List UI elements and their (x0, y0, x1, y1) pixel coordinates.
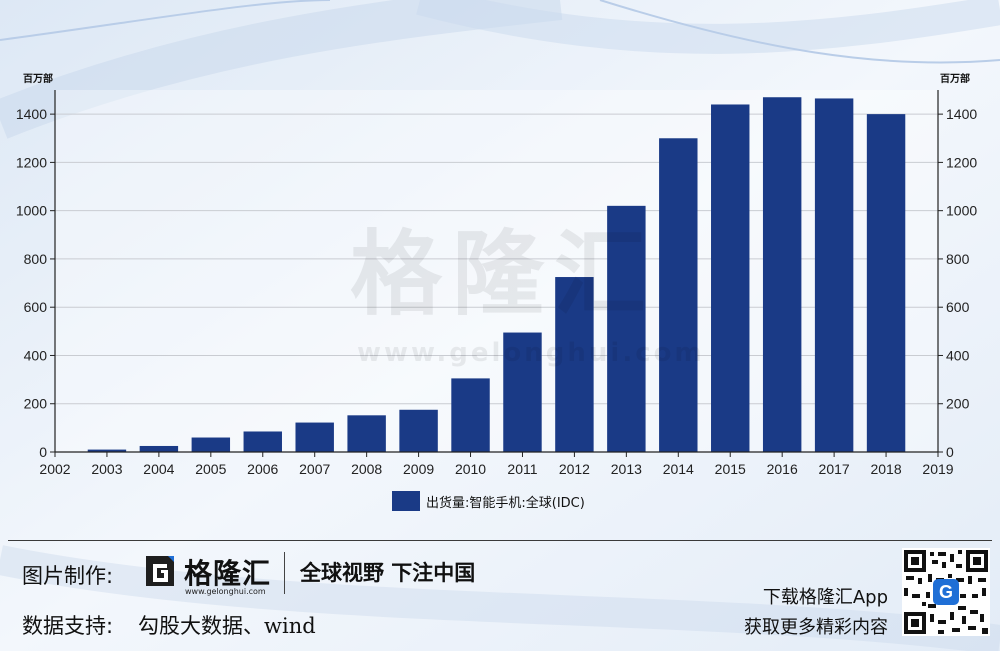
y-tick-label-left: 1200 (16, 154, 47, 170)
bar (762, 97, 802, 453)
x-tick-label: 2006 (247, 461, 278, 477)
y-tick-label-right: 400 (946, 347, 970, 363)
x-tick-label: 2009 (403, 461, 434, 477)
bar (295, 422, 334, 452)
qr-badge-letter: G (939, 582, 953, 602)
x-tick-label: 2011 (507, 461, 537, 477)
plot-background (55, 90, 938, 452)
bar (503, 332, 542, 452)
x-tick-label: 2014 (663, 461, 694, 477)
gelonghui-logo-icon (146, 556, 174, 586)
x-tick-label: 2003 (91, 461, 122, 477)
y-tick-label-left: 600 (24, 299, 48, 315)
y-unit-left: 百万部 (23, 72, 53, 85)
chart-area: 0 0 200 200 400 400 600 600 800 800 1000 1000 1200 12… (16, 72, 977, 511)
y-tick-label-left: 400 (24, 347, 48, 363)
y-tick-label-right: 1400 (946, 106, 977, 122)
bar (347, 415, 386, 452)
more-content-text: 获取更多精彩内容 (744, 617, 888, 638)
bar-chart: 0 0 200 200 400 400 600 600 800 800 1000 1000 1200 12… (16, 72, 977, 511)
y-tick-label-left: 0 (39, 444, 47, 460)
x-tick-label: 2002 (39, 461, 70, 477)
download-app-text: 下载格隆汇App (762, 587, 888, 608)
x-tick-label: 2017 (819, 461, 850, 477)
qr-code-icon[interactable]: G (902, 548, 990, 636)
y-tick-label-right: 800 (946, 251, 970, 267)
data-source: 勾股大数据、wind (138, 614, 316, 638)
bar (555, 277, 594, 452)
y-tick-label-left: 800 (24, 251, 48, 267)
x-tick-label: 2012 (559, 461, 590, 477)
y-unit-right: 百万部 (940, 72, 970, 85)
y-tick-label-left: 1000 (16, 203, 47, 219)
brand-url: www.gelonghui.com (185, 587, 266, 596)
bar (659, 138, 698, 452)
y-tick-label-right: 200 (946, 396, 970, 412)
footer-separator (284, 552, 285, 594)
brand-name: 格隆汇 (184, 557, 272, 590)
bar (711, 104, 750, 452)
bar (87, 449, 127, 452)
bar (243, 431, 282, 452)
x-tick-label: 2019 (922, 461, 953, 477)
x-tick-label: 2018 (870, 461, 901, 477)
y-tick-label-right: 0 (946, 444, 954, 460)
bar (191, 437, 231, 452)
bar (399, 409, 438, 452)
legend-swatch (392, 491, 420, 511)
legend-label: 出货量:智能手机:全球(IDC) (426, 495, 585, 511)
bar (866, 114, 906, 452)
bar (451, 378, 490, 452)
slogan: 全球视野 下注中国 (300, 561, 476, 585)
y-tick-label-right: 1000 (946, 203, 977, 219)
x-tick-label: 2013 (611, 461, 642, 477)
x-tick-label: 2016 (767, 461, 798, 477)
bar (139, 445, 179, 452)
image-credit-label: 图片制作: (22, 564, 114, 588)
bar (814, 98, 854, 453)
x-tick-label: 2008 (351, 461, 382, 477)
x-tick-label: 2005 (195, 461, 226, 477)
x-tick-label: 2010 (455, 461, 486, 477)
y-tick-label-right: 600 (946, 299, 970, 315)
bar (607, 205, 646, 452)
footer-divider (8, 540, 992, 541)
data-source-label: 数据支持: (22, 614, 114, 638)
y-tick-label-left: 200 (24, 396, 48, 412)
x-tick-label: 2004 (143, 461, 174, 477)
x-tick-label: 2015 (715, 461, 746, 477)
y-tick-label-right: 1200 (946, 154, 977, 170)
x-tick-label: 2007 (299, 461, 330, 477)
y-tick-label-left: 1400 (16, 106, 47, 122)
